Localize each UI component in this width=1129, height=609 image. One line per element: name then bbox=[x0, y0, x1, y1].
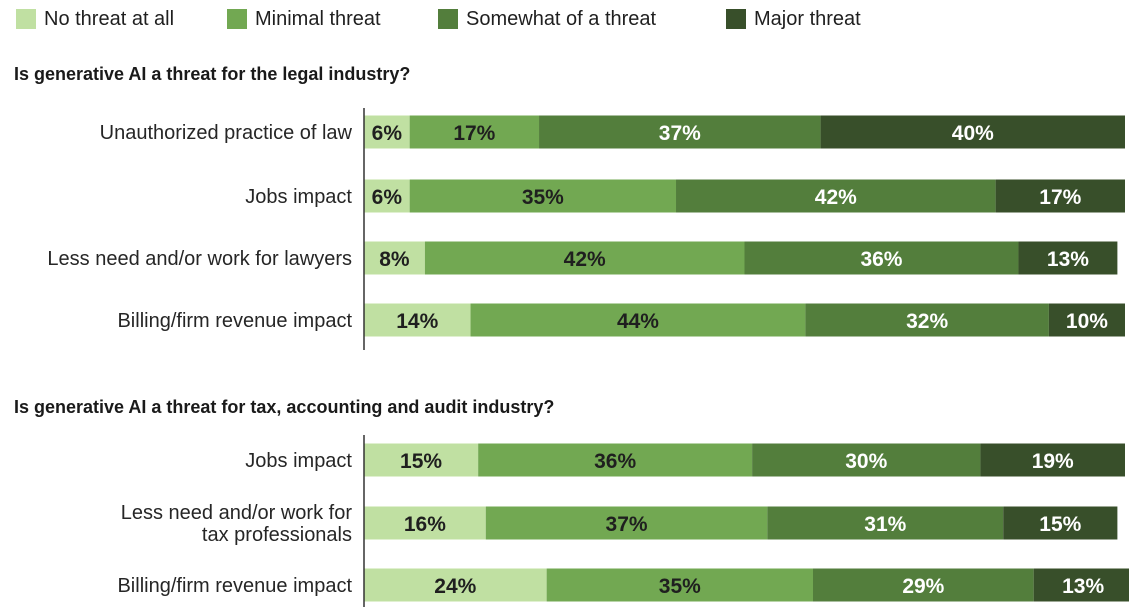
legend-item-major-threat: Major threat bbox=[726, 8, 861, 31]
category-label: Jobs impact bbox=[245, 450, 352, 472]
legend-label: Somewhat of a threat bbox=[466, 7, 657, 30]
category-label: tax professionals bbox=[202, 524, 352, 546]
bar-value-label: 44% bbox=[617, 310, 659, 333]
bar-segment-major-threat bbox=[1018, 241, 1118, 275]
bar-value-label: 19% bbox=[1032, 450, 1074, 473]
chart-panel-tax: Jobs impact 15% 36% 30% 19% Less need and/or … bbox=[117, 435, 1129, 607]
bar-segment-major-threat bbox=[820, 115, 1125, 149]
bar-segment-somewhat-threat bbox=[805, 303, 1049, 337]
bar-segment-somewhat-threat bbox=[676, 179, 996, 213]
bar-value-label: 16% bbox=[404, 513, 446, 536]
bar-segment-minimal-threat bbox=[470, 303, 806, 337]
category-label: Jobs impact bbox=[245, 186, 352, 208]
legend-label: Minimal threat bbox=[255, 7, 381, 30]
bar-segment-somewhat-threat bbox=[539, 115, 821, 149]
category-label: Billing/firm revenue impact bbox=[117, 310, 352, 332]
bar-segment-major-threat bbox=[1048, 303, 1125, 337]
bar-value-label: 30% bbox=[845, 450, 887, 473]
category-label: Billing/firm revenue impact bbox=[117, 575, 352, 597]
chart-legend: No threat at all Minimal threat Somewhat… bbox=[16, 7, 861, 31]
legend-swatch bbox=[16, 9, 36, 29]
bar-value-label: 37% bbox=[659, 122, 701, 145]
bar-segment-somewhat-threat bbox=[812, 568, 1034, 602]
bar-segment-major-threat bbox=[995, 179, 1125, 213]
bar-value-label: 42% bbox=[815, 186, 857, 209]
chart-title-legal: Is generative AI a threat for the legal … bbox=[14, 64, 411, 84]
bar-segment-minimal-threat bbox=[485, 506, 768, 540]
chart-title-tax: Is generative AI a threat for tax, accou… bbox=[14, 397, 555, 417]
bar-segment-minimal-threat bbox=[409, 179, 677, 213]
bar-segment-minimal-threat bbox=[424, 241, 745, 275]
bar-value-label: 17% bbox=[1039, 186, 1081, 209]
bar-segment-major-threat bbox=[1003, 506, 1118, 540]
bar-value-label: 6% bbox=[372, 122, 403, 145]
bar-value-label: 13% bbox=[1047, 248, 1089, 271]
bar-value-label: 35% bbox=[659, 575, 701, 598]
legend-item-no-threat: No threat at all bbox=[16, 8, 227, 31]
bar-segment-major-threat bbox=[980, 443, 1125, 477]
bar-segment-no-threat bbox=[364, 179, 410, 213]
bar-segment-no-threat bbox=[364, 443, 479, 477]
legend-swatch bbox=[227, 9, 247, 29]
legend-swatch bbox=[438, 9, 458, 29]
bar-value-label: 40% bbox=[952, 122, 994, 145]
legend-swatch bbox=[726, 9, 746, 29]
bar-segment-major-threat bbox=[1033, 568, 1129, 602]
bar-segment-no-threat bbox=[364, 568, 547, 602]
legend-item-minimal-threat: Minimal threat bbox=[227, 8, 438, 31]
bar-segment-minimal-threat bbox=[478, 443, 753, 477]
chart-panel-legal: Unauthorized practice of law 6% 17% 37% 40% J… bbox=[47, 108, 1125, 350]
category-label: Unauthorized practice of law bbox=[100, 122, 353, 144]
bar-value-label: 32% bbox=[906, 310, 948, 333]
bar-segment-somewhat-threat bbox=[767, 506, 1004, 540]
bar-value-label: 31% bbox=[864, 513, 906, 536]
bar-value-label: 29% bbox=[902, 575, 944, 598]
bar-value-label: 42% bbox=[564, 248, 606, 271]
bar-segment-somewhat-threat bbox=[752, 443, 981, 477]
category-label: Less need and/or work for bbox=[121, 502, 353, 524]
bar-value-label: 36% bbox=[860, 248, 902, 271]
bar-segment-somewhat-threat bbox=[744, 241, 1019, 275]
bar-segment-minimal-threat bbox=[409, 115, 540, 149]
bar-value-label: 14% bbox=[396, 310, 438, 333]
bar-value-label: 13% bbox=[1062, 575, 1104, 598]
bar-segment-no-threat bbox=[364, 303, 471, 337]
bar-value-label: 24% bbox=[434, 575, 476, 598]
bar-value-label: 10% bbox=[1066, 310, 1108, 333]
bar-segment-no-threat bbox=[364, 506, 486, 540]
bar-segment-no-threat bbox=[364, 115, 410, 149]
legend-label: No threat at all bbox=[44, 7, 175, 30]
bar-value-label: 8% bbox=[379, 248, 410, 271]
bar-value-label: 15% bbox=[1039, 513, 1081, 536]
bar-value-label: 17% bbox=[453, 122, 495, 145]
bar-value-label: 35% bbox=[522, 186, 564, 209]
bar-value-label: 36% bbox=[594, 450, 636, 473]
bar-value-label: 6% bbox=[372, 186, 403, 209]
bar-value-label: 37% bbox=[606, 513, 648, 536]
legend-label: Major threat bbox=[754, 7, 861, 30]
bar-segment-minimal-threat bbox=[546, 568, 813, 602]
category-label: Less need and/or work for lawyers bbox=[47, 248, 352, 270]
bar-value-label: 15% bbox=[400, 450, 442, 473]
bar-segment-no-threat bbox=[364, 241, 425, 275]
legend-item-somewhat-threat: Somewhat of a threat bbox=[438, 8, 726, 31]
